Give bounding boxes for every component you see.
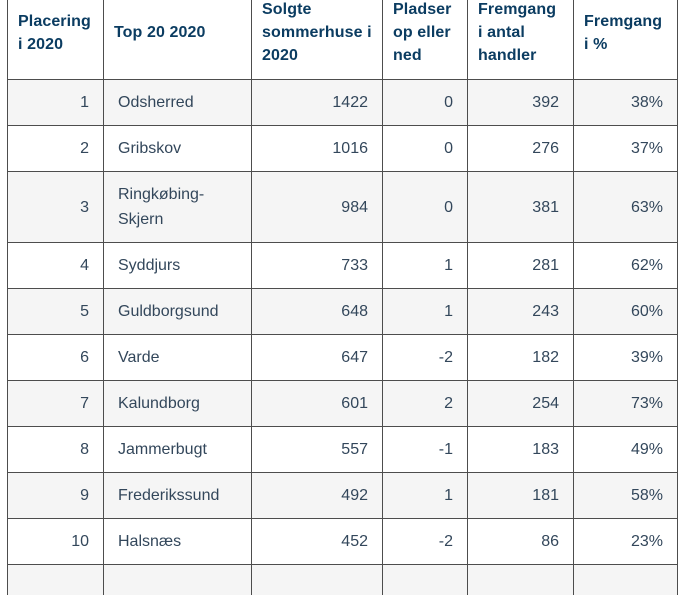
- cell-solgte: 1016: [251, 125, 383, 172]
- table-row: 1 Odsherred 1422 0 392 38%: [7, 79, 678, 126]
- cell-fremgang-antal: 86: [467, 518, 574, 565]
- cell-placering: [7, 564, 104, 595]
- cell-solgte: 601: [251, 380, 383, 427]
- cell-fremgang-pct: 63%: [573, 171, 678, 243]
- cell-pladser: 0: [382, 125, 468, 172]
- column-header-pladser: Pladser op eller ned: [382, 0, 468, 80]
- cell-fremgang-pct: 37%: [573, 125, 678, 172]
- column-header-fremgang-pct: Fremgang i %: [573, 0, 678, 80]
- cell-fremgang-antal: 254: [467, 380, 574, 427]
- cell-fremgang-pct: 73%: [573, 380, 678, 427]
- cell-kommune: Gribskov: [103, 125, 252, 172]
- table-header-row: Placering i 2020 Top 20 2020 Solgte somm…: [7, 0, 678, 80]
- table-row: 3 Ringkøbing-Skjern 984 0 381 63%: [7, 171, 678, 243]
- cell-fremgang-pct: 23%: [573, 518, 678, 565]
- cell-placering: 7: [7, 380, 104, 427]
- cell-placering: 8: [7, 426, 104, 473]
- table-row: 4 Syddjurs 733 1 281 62%: [7, 242, 678, 289]
- cell-pladser: 0: [382, 171, 468, 243]
- cell-solgte: 648: [251, 288, 383, 335]
- cell-placering: 4: [7, 242, 104, 289]
- column-header-placering: Placering i 2020: [7, 0, 104, 80]
- column-header-kommune: Top 20 2020: [103, 0, 252, 80]
- cell-placering: 9: [7, 472, 104, 519]
- cell-kommune: Jammerbugt: [103, 426, 252, 473]
- cell-fremgang-pct: 39%: [573, 334, 678, 381]
- cell-pladser: -2: [382, 334, 468, 381]
- table-row: 6 Varde 647 -2 182 39%: [7, 334, 678, 381]
- cell-fremgang-antal: 276: [467, 125, 574, 172]
- cell-pladser: [382, 564, 468, 595]
- cell-fremgang-antal: 182: [467, 334, 574, 381]
- table-row: 10 Halsnæs 452 -2 86 23%: [7, 518, 678, 565]
- cell-pladser: 1: [382, 472, 468, 519]
- cell-kommune: Frederikssund: [103, 472, 252, 519]
- cell-fremgang-antal: 243: [467, 288, 574, 335]
- cell-placering: 5: [7, 288, 104, 335]
- column-header-fremgang-antal: Fremgang i antal handler: [467, 0, 574, 80]
- cell-fremgang-pct: 60%: [573, 288, 678, 335]
- cell-placering: 6: [7, 334, 104, 381]
- cell-kommune: Ringkøbing-Skjern: [103, 171, 252, 243]
- cell-pladser: 0: [382, 79, 468, 126]
- cell-fremgang-antal: [467, 564, 574, 595]
- cell-solgte: 733: [251, 242, 383, 289]
- cell-solgte: 492: [251, 472, 383, 519]
- cell-pladser: 1: [382, 288, 468, 335]
- cell-fremgang-pct: 62%: [573, 242, 678, 289]
- cell-kommune: Odsherred: [103, 79, 252, 126]
- cell-pladser: -2: [382, 518, 468, 565]
- cell-fremgang-pct: 58%: [573, 472, 678, 519]
- cell-solgte: [251, 564, 383, 595]
- table-row: 8 Jammerbugt 557 -1 183 49%: [7, 426, 678, 473]
- cell-solgte: 984: [251, 171, 383, 243]
- cell-kommune: Guldborgsund: [103, 288, 252, 335]
- table-row: 7 Kalundborg 601 2 254 73%: [7, 380, 678, 427]
- cell-fremgang-antal: 281: [467, 242, 574, 289]
- table-row: 5 Guldborgsund 648 1 243 60%: [7, 288, 678, 335]
- cell-solgte: 1422: [251, 79, 383, 126]
- cell-kommune: Halsnæs: [103, 518, 252, 565]
- cell-fremgang-pct: 38%: [573, 79, 678, 126]
- table-row-partially-visible: [7, 564, 678, 595]
- table-row: 2 Gribskov 1016 0 276 37%: [7, 125, 678, 172]
- cell-placering: 2: [7, 125, 104, 172]
- cell-fremgang-antal: 183: [467, 426, 574, 473]
- cell-kommune: Kalundborg: [103, 380, 252, 427]
- cell-solgte: 647: [251, 334, 383, 381]
- cell-placering: 10: [7, 518, 104, 565]
- table-row: 9 Frederikssund 492 1 181 58%: [7, 472, 678, 519]
- cell-solgte: 557: [251, 426, 383, 473]
- summerhouse-sales-table: Placering i 2020 Top 20 2020 Solgte somm…: [7, 0, 678, 595]
- cell-pladser: 2: [382, 380, 468, 427]
- cell-kommune: Varde: [103, 334, 252, 381]
- cell-placering: 1: [7, 79, 104, 126]
- column-header-solgte: Solgte sommerhuse i 2020: [251, 0, 383, 80]
- cell-fremgang-antal: 392: [467, 79, 574, 126]
- cell-pladser: -1: [382, 426, 468, 473]
- cell-fremgang-pct: 49%: [573, 426, 678, 473]
- cell-kommune: Syddjurs: [103, 242, 252, 289]
- cell-fremgang-antal: 181: [467, 472, 574, 519]
- cell-fremgang-pct: [573, 564, 678, 595]
- cell-fremgang-antal: 381: [467, 171, 574, 243]
- cell-solgte: 452: [251, 518, 383, 565]
- cell-placering: 3: [7, 171, 104, 243]
- cell-kommune: [103, 564, 252, 595]
- cell-pladser: 1: [382, 242, 468, 289]
